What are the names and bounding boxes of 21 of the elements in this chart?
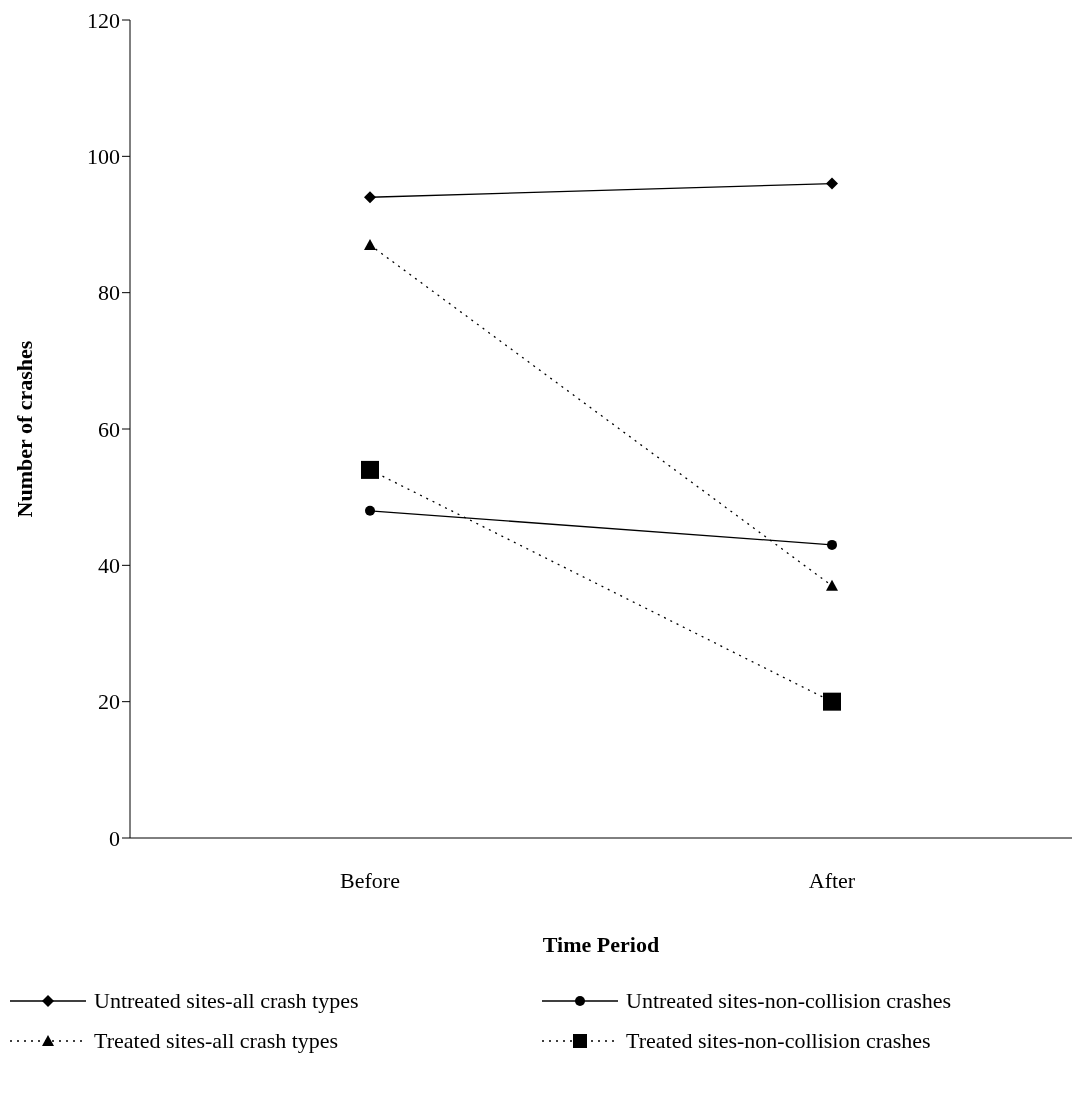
legend-label: Treated sites-all crash types [94,1028,339,1054]
legend-label: Untreated sites-non-collision crashes [626,988,952,1014]
legend-label: Treated sites-non-collision crashes [626,1028,931,1054]
y-tick-label: 120 [87,7,120,33]
point [823,692,841,711]
y-tick-label: 0 [109,825,120,851]
y-tick-label: 60 [98,416,120,442]
y-axis-title: Number of crashes [11,340,37,518]
legend-label: Untreated sites-all crash types [94,988,359,1014]
point [826,177,838,190]
point [827,539,837,550]
x-tick-label: After [808,867,856,893]
y-tick-label: 80 [98,280,120,306]
y-tick-label: 40 [98,553,120,579]
x-axis-title: Time Period [542,932,660,957]
point [361,460,379,479]
x-tick-label: Before [340,867,400,893]
point [364,191,376,204]
y-tick-label: 100 [87,144,120,170]
point [365,505,375,516]
y-tick-label: 20 [98,689,120,715]
